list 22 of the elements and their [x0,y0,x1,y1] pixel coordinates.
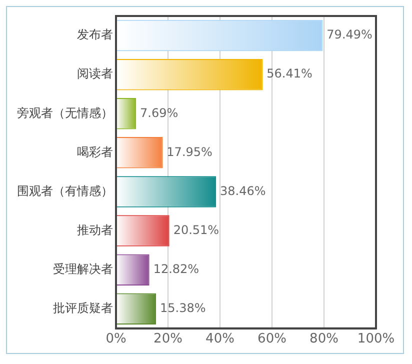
y-tick-label: 阅读者 [77,66,113,81]
x-tick-label: 0% [106,332,126,347]
x-tick-label: 80% [310,332,338,347]
x-tick-label: 40% [206,332,234,347]
data-label: 38.46% [220,184,266,198]
y-tick-label: 旁观者（无情感） [17,106,113,120]
data-label: 56.41% [266,66,312,81]
data-label: 20.51% [173,222,220,237]
y-tick-label: 受理解决者 [53,262,113,276]
data-label: 7.69% [140,106,178,120]
x-tick-label: 100% [357,332,395,347]
x-tick-label: 60% [258,332,286,347]
x-tick-label: 20% [154,332,182,347]
y-tick-label: 围观者（有情感） [17,184,113,198]
data-label: 15.38% [160,301,206,315]
data-label: 17.95% [166,144,212,159]
data-label: 79.49% [326,28,372,42]
y-tick-label: 推动者 [77,222,113,237]
data-label: 12.82% [153,262,200,276]
y-tick-label: 发布者 [77,28,113,42]
y-tick-label: 批评质疑者 [53,301,113,315]
y-tick-label: 喝彩者 [77,144,113,159]
